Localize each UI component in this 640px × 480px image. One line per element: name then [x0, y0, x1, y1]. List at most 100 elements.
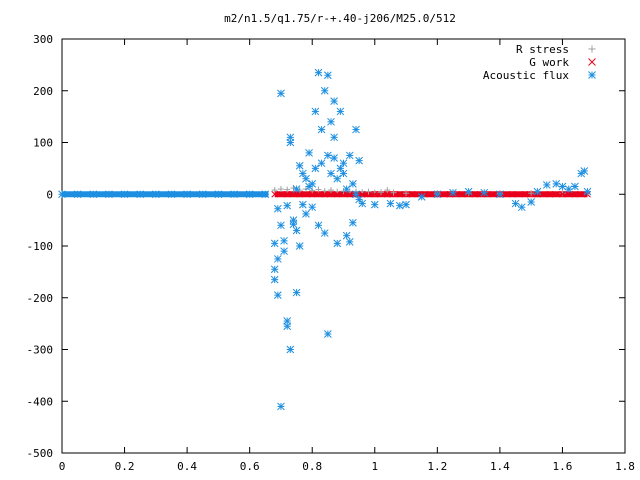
acoustic-flux-point	[358, 199, 367, 208]
acoustic-flux-point	[295, 161, 304, 170]
g-work-point	[571, 190, 579, 198]
r-stress-point	[277, 186, 284, 193]
g-work-point	[283, 190, 291, 198]
g-work-point	[559, 190, 566, 198]
r-stress-point	[390, 189, 397, 196]
acoustic-flux-point	[542, 181, 551, 189]
r-stress-point	[284, 186, 291, 193]
acoustic-flux-point	[533, 187, 542, 196]
acoustic-flux-point	[277, 402, 285, 411]
g-work-point	[521, 190, 529, 198]
g-work-point	[459, 190, 466, 198]
g-work-point	[321, 190, 329, 198]
legend-marker	[588, 45, 596, 53]
acoustic-flux-point	[136, 190, 145, 199]
acoustic-flux-point	[558, 182, 567, 191]
acoustic-flux-point	[183, 190, 191, 199]
g-work-point	[471, 190, 479, 198]
g-work-point	[546, 190, 554, 198]
y-tick-label: 200	[33, 85, 53, 98]
acoustic-flux-point	[324, 330, 332, 338]
acoustic-flux-point	[349, 218, 357, 227]
acoustic-flux-point	[73, 190, 82, 199]
acoustic-flux-point	[273, 204, 282, 213]
r-stress-point	[321, 188, 328, 195]
acoustic-flux-point	[395, 201, 404, 210]
acoustic-flux-point	[302, 210, 310, 218]
g-work-point	[296, 190, 304, 198]
acoustic-flux-point	[330, 154, 338, 162]
acoustic-flux-point	[333, 239, 342, 248]
y-tick-label: 0	[46, 188, 53, 201]
y-tick-label: -100	[27, 240, 54, 253]
y-tick-label: 100	[33, 137, 53, 150]
y-tick-label: -200	[27, 292, 54, 305]
acoustic-flux-point	[280, 236, 288, 245]
acoustic-flux-point	[292, 185, 301, 193]
acoustic-flux-point	[571, 182, 579, 191]
acoustic-flux-point	[292, 288, 301, 297]
y-tick-label: -300	[27, 344, 54, 357]
acoustic-flux-point	[270, 265, 279, 274]
acoustic-flux-point	[277, 89, 285, 98]
acoustic-flux-point	[298, 200, 307, 209]
g-work-point	[396, 190, 404, 198]
acoustic-flux-point	[327, 117, 335, 126]
r-stress-point	[365, 188, 372, 195]
y-tick-label: -400	[27, 395, 54, 408]
acoustic-flux-point	[151, 190, 160, 199]
acoustic-flux-point	[277, 221, 285, 230]
legend-marker	[588, 58, 596, 66]
acoustic-flux-point	[305, 148, 313, 157]
acoustic-flux-point	[449, 188, 457, 197]
acoustic-flux-point	[342, 185, 351, 193]
g-work-point	[408, 190, 416, 198]
acoustic-flux-point	[317, 159, 326, 168]
g-work-point	[509, 190, 516, 198]
x-tick-label: 0	[59, 460, 66, 473]
x-tick-label: 0.2	[115, 460, 135, 473]
acoustic-flux-point	[330, 97, 338, 105]
y-tick-label: -500	[27, 447, 54, 460]
acoustic-flux-point	[214, 190, 223, 199]
acoustic-flux-point	[527, 198, 536, 206]
acoustic-flux-point	[464, 187, 473, 196]
acoustic-flux-point	[345, 238, 354, 246]
acoustic-flux-point	[496, 190, 504, 199]
g-work-point	[308, 190, 316, 198]
acoustic-flux-point	[333, 174, 342, 183]
g-work-point	[346, 190, 354, 198]
r-stress-point	[315, 186, 322, 193]
r-stress-point	[327, 187, 334, 194]
chart-title: m2/n1.5/q1.75/r-+.40-j206/M25.0/512	[224, 12, 456, 25]
acoustic-flux-point	[320, 229, 329, 237]
acoustic-flux-point	[273, 255, 282, 263]
x-tick-label: 1.2	[427, 460, 447, 473]
x-tick-label: 0.6	[240, 460, 260, 473]
acoustic-flux-point	[308, 203, 317, 212]
acoustic-flux-point	[417, 192, 426, 201]
legend-label: R stress	[516, 43, 569, 56]
acoustic-flux-baseline	[62, 191, 269, 198]
acoustic-flux-point	[308, 180, 317, 188]
x-tick-label: 0.4	[177, 460, 197, 473]
acoustic-flux-point	[89, 190, 98, 199]
acoustic-flux-point	[327, 169, 335, 178]
acoustic-flux-point	[330, 133, 338, 142]
acoustic-flux-point	[273, 291, 282, 300]
acoustic-flux-point	[120, 190, 129, 199]
legend-label: Acoustic flux	[483, 69, 569, 82]
acoustic-flux-point	[58, 190, 66, 199]
x-tick-label: 1.8	[615, 460, 635, 473]
acoustic-flux-point	[355, 195, 363, 204]
x-tick-label: 1.4	[490, 460, 510, 473]
acoustic-flux-point	[342, 231, 351, 240]
acoustic-flux-point	[283, 322, 292, 331]
acoustic-flux-point	[324, 71, 332, 80]
x-tick-label: 0.8	[302, 460, 322, 473]
acoustic-flux-point	[270, 239, 279, 248]
acoustic-flux-point	[105, 190, 113, 199]
acoustic-flux-point	[511, 199, 520, 208]
r-stress-point	[403, 190, 410, 197]
